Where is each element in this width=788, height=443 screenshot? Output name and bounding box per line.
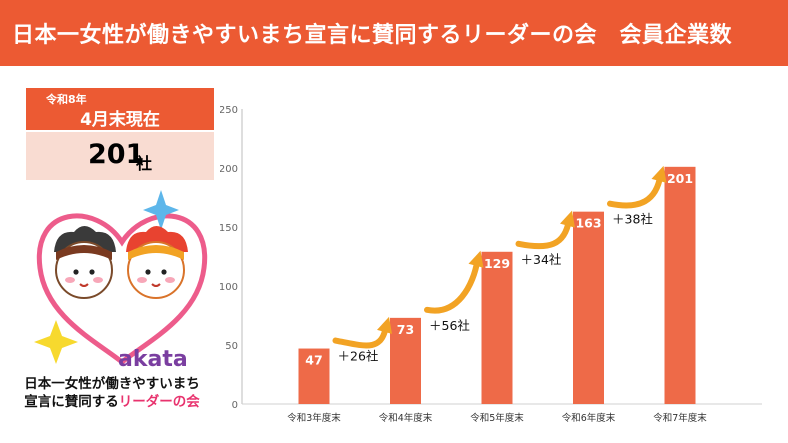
logo-caption-line2-a: 宣言に賛同する — [24, 394, 119, 410]
heart-outline — [36, 213, 208, 366]
bar-value-label: 47 — [305, 353, 322, 368]
y-tick-label: 50 — [225, 341, 238, 352]
date-box: 令和8年 4月末現在 — [26, 88, 214, 130]
character-right-icon — [126, 226, 188, 299]
x-tick-label: 令和5年度末 — [470, 412, 524, 424]
growth-arrow — [424, 256, 481, 314]
y-tick-label: 200 — [220, 164, 238, 175]
growth-arrow-head — [377, 316, 392, 334]
growth-arrow-head — [560, 210, 575, 228]
member-count-value: 201 — [88, 139, 145, 170]
increase-label: ＋56社 — [429, 318, 470, 333]
sparkle-blue-icon — [143, 190, 179, 230]
member-count-box: 201 社 — [26, 132, 214, 180]
growth-arrow — [607, 171, 664, 209]
growth-arrow-head — [468, 250, 484, 268]
page-title: 日本一女性が働きやすいまち宣言に賛同するリーダーの会 会員企業数 — [12, 23, 733, 48]
logo-brand-text: akata — [118, 347, 188, 372]
bar — [298, 348, 330, 404]
bar-value-label: 129 — [484, 256, 510, 271]
logo-caption-line2: 宣言に賛同するリーダーの会 — [10, 390, 214, 410]
logo-illustration: akata — [34, 190, 208, 372]
growth-arrow-head — [651, 165, 667, 183]
x-tick-label: 令和6年度末 — [562, 412, 616, 424]
y-tick-label: 100 — [220, 282, 238, 293]
increase-label: ＋34社 — [521, 252, 562, 267]
x-tick-label: 令和4年度末 — [379, 412, 433, 424]
character-left-icon — [54, 226, 116, 299]
increase-label: ＋26社 — [338, 349, 379, 364]
sparkle-yellow-icon — [34, 320, 78, 364]
member-count-unit: 社 — [136, 154, 153, 173]
bar — [390, 317, 421, 404]
x-tick-label: 令和3年度末 — [287, 412, 341, 424]
bar-value-label: 201 — [667, 171, 693, 186]
y-tick-label: 150 — [220, 223, 238, 234]
date-month-label: 4月末現在 — [80, 110, 160, 130]
date-era-label: 令和8年 — [46, 93, 87, 106]
logo-caption-line2-b: リーダーの会 — [118, 394, 200, 410]
growth-arrow — [515, 216, 572, 250]
y-tick-label: 0 — [232, 400, 238, 411]
growth-arrow — [332, 322, 389, 349]
bar — [481, 251, 513, 404]
title-bar: 日本一女性が働きやすいまち宣言に賛同するリーダーの会 会員企業数 — [0, 0, 788, 66]
bar-chart: 0 50 100 150 200 250 47 令和3年度末 73 令和4年度末 129 令和5年度末… — [220, 105, 762, 424]
x-tick-label: 令和7年度末 — [653, 412, 707, 424]
bar-value-label: 73 — [397, 322, 414, 337]
bar — [664, 166, 696, 404]
increase-label: ＋38社 — [612, 212, 653, 227]
logo-caption-line1: 日本一女性が働きやすいまち — [24, 376, 200, 392]
bar-value-label: 163 — [575, 216, 601, 231]
bar — [573, 211, 604, 404]
y-tick-label: 250 — [220, 105, 238, 116]
